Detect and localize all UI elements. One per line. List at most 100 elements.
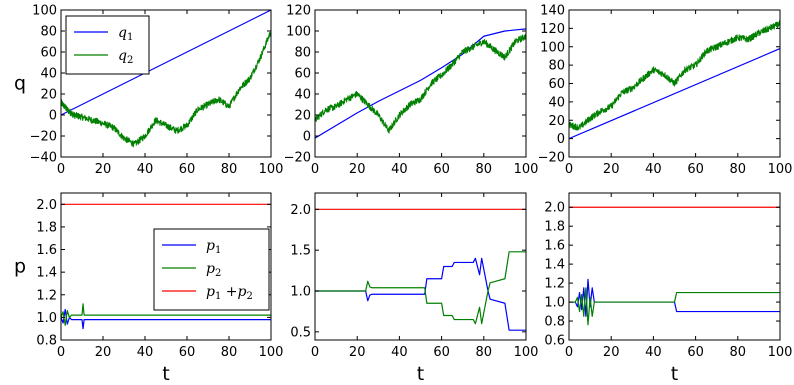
x-tick-label: 60 (687, 345, 704, 360)
y-tick-label: 20 (294, 109, 311, 124)
series-group (61, 203, 271, 330)
series-group (315, 208, 526, 331)
subplot-6: 0 20 40 60 80 100 0.6 0.8 1.0 1.2 1.4 1.6 1.8 2.0 t (544, 192, 793, 385)
y-tick-label: 60 (294, 67, 311, 82)
x-tick-label: 20 (349, 162, 366, 177)
x-tick-label: 40 (391, 162, 408, 177)
series-group (315, 28, 526, 139)
y-tick-label: 1.2 (36, 288, 57, 303)
subplot-4: 0 20 40 60 80 1000.81.01.21.41.61.82.0ptp1p2p… (14, 192, 284, 385)
x-tick-label: 100 (259, 162, 284, 177)
y-tick-label: 1.0 (290, 285, 311, 300)
x-tick-label: 100 (514, 162, 539, 177)
x-tick-label: 20 (95, 345, 112, 360)
y-tick-label: 40 (548, 95, 565, 110)
plot-frame (60, 192, 272, 341)
x-tick-label: 80 (221, 345, 238, 360)
x-tick-label: 100 (259, 345, 284, 360)
y-tick-label: 0.8 (36, 334, 57, 349)
y-tick-label: 40 (40, 67, 57, 82)
y-tick-label: 100 (32, 4, 57, 19)
y-tick-label: 1.4 (544, 258, 565, 273)
x-axis-label: t (671, 363, 678, 385)
series-p2-line (315, 251, 526, 325)
series-group (61, 10, 271, 148)
y-tick-label: 1.8 (544, 220, 565, 235)
x-tick-label: 60 (687, 162, 704, 177)
y-tick-label: 60 (548, 77, 565, 92)
series-q2-line (569, 20, 780, 131)
x-tick-label: 0 (565, 345, 573, 360)
x-tick-label: 0 (311, 345, 319, 360)
y-tick-label: −20 (284, 151, 311, 166)
legend: p1 p2 p1 +p2 (153, 228, 270, 311)
x-tick-label: 20 (349, 345, 366, 360)
x-tick-label: 80 (730, 162, 747, 177)
legend-label: p2 (206, 261, 221, 279)
subplot-5: 0 20 40 60 80 100 0.5 1.0 1.5 2.0 t (290, 192, 538, 385)
x-tick-label: 40 (645, 162, 662, 177)
x-tick-label: 80 (221, 162, 238, 177)
series-q2-line (315, 33, 526, 134)
x-tick-label: 60 (179, 345, 196, 360)
y-tick-label: 2.0 (544, 201, 565, 216)
y-tick-label: 0.8 (544, 315, 565, 330)
y-tick-label: 1.6 (544, 239, 565, 254)
y-tick-label: 1.8 (36, 220, 57, 235)
y-tick-label: 2.0 (36, 198, 57, 213)
y-tick-label: 120 (540, 22, 565, 37)
x-tick-label: 40 (137, 345, 154, 360)
y-tick-label: 80 (548, 59, 565, 74)
y-tick-label: 0 (49, 109, 57, 124)
legend-box (65, 15, 150, 75)
x-tick-label: 0 (57, 345, 65, 360)
x-axis-label: t (162, 363, 169, 385)
y-tick-label: 0.6 (544, 334, 565, 349)
legend-label: p1 +p2 (206, 284, 253, 302)
series-q1-line (569, 48, 780, 140)
y-tick-label: 40 (294, 88, 311, 103)
y-tick-label: 1.0 (544, 296, 565, 311)
y-tick-label: 20 (548, 114, 565, 129)
y-tick-label: 1.2 (544, 277, 565, 292)
y-tick-label: 1.0 (36, 311, 57, 326)
x-tick-label: 100 (768, 162, 793, 177)
series-q1-line (315, 28, 526, 139)
y-tick-label: 120 (286, 4, 311, 19)
y-tick-label: 100 (540, 40, 565, 55)
plot-frame (314, 9, 527, 158)
series-group (569, 206, 780, 326)
y-tick-label: 140 (540, 4, 565, 19)
x-tick-label: 100 (768, 345, 793, 360)
x-tick-label: 60 (179, 162, 196, 177)
legend-label: q1 (118, 25, 133, 43)
series-group (569, 20, 780, 140)
series-p2-line (61, 303, 271, 326)
y-tick-label: 1.4 (36, 266, 57, 281)
x-tick-label: 80 (730, 345, 747, 360)
y-tick-label: −40 (30, 151, 57, 166)
y-tick-label: 0.5 (290, 325, 311, 340)
x-tick-label: 20 (603, 162, 620, 177)
y-tick-label: 1.6 (36, 243, 57, 258)
legend-label: q2 (118, 48, 133, 66)
plot-frame (60, 9, 272, 158)
legend-label: p1 (206, 238, 221, 256)
y-tick-label: 80 (294, 46, 311, 61)
y-tick-label: 80 (40, 25, 57, 40)
series-q1-line (61, 10, 271, 116)
x-tick-label: 60 (433, 345, 450, 360)
series-p1-line (569, 278, 780, 317)
series-p2-line (569, 287, 780, 326)
x-tick-label: 60 (433, 162, 450, 177)
y-tick-label: 100 (286, 25, 311, 40)
y-tick-label: 0 (557, 132, 565, 147)
x-tick-label: 80 (476, 345, 493, 360)
series-p1-line (61, 308, 271, 330)
plot-frame (314, 192, 527, 341)
y-tick-label: −20 (538, 151, 565, 166)
plot-frame (568, 192, 781, 341)
y-tick-label: 0 (303, 130, 311, 145)
x-tick-label: 40 (645, 345, 662, 360)
